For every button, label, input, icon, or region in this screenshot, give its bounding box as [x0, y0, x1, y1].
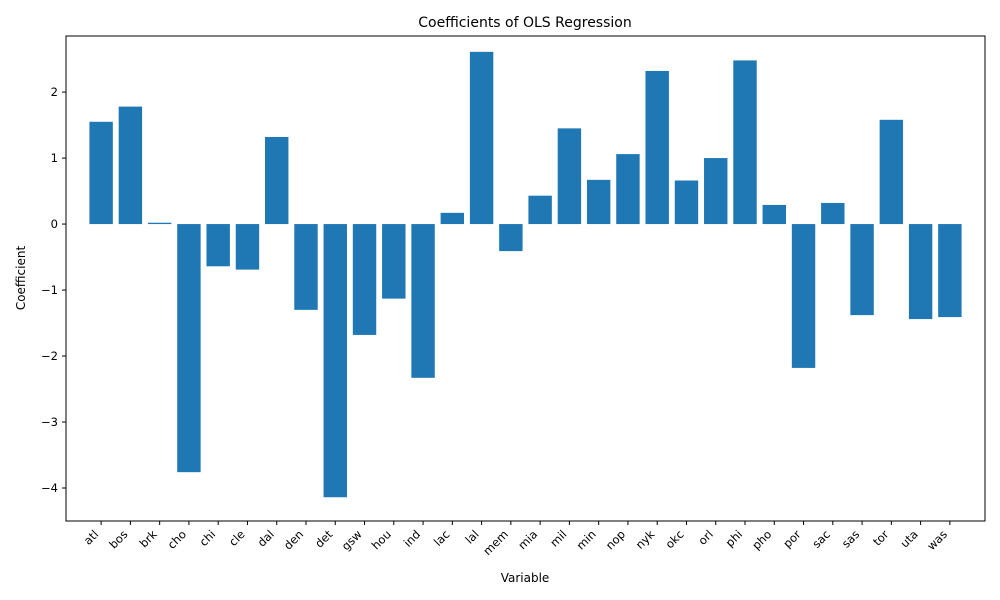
x-tick-label-cho: cho: [165, 527, 190, 552]
x-tick-label-ind: ind: [401, 527, 423, 549]
x-tick-label-nop: nop: [603, 527, 628, 552]
bar-por: [791, 224, 816, 368]
x-tick-label-gsw: gsw: [339, 527, 365, 553]
x-tick-label-mil: mil: [547, 527, 569, 549]
x-axis-ticks: atl bos brk cho chi cle dal den det gsw hou ind lac l…: [81, 521, 951, 558]
x-axis-label: Variable: [501, 571, 550, 585]
x-tick-label-okc: okc: [663, 527, 687, 551]
bar-cle: [235, 224, 260, 270]
bar-dal: [265, 136, 289, 225]
bar-brk: [147, 222, 172, 225]
x-tick-label-phi: phi: [723, 527, 745, 549]
bar-bos: [118, 106, 143, 225]
bar-ind: [411, 224, 435, 378]
x-tick-label-brk: brk: [137, 527, 160, 550]
x-tick-label-nyk: nyk: [633, 527, 658, 552]
bar-tor: [879, 119, 904, 225]
bars-group: [89, 51, 962, 498]
y-tick-label: −2: [41, 349, 58, 363]
x-tick-label-por: por: [780, 527, 804, 551]
y-axis-label: Coefficient: [14, 246, 28, 311]
bar-gsw: [352, 224, 377, 335]
bar-cho: [177, 224, 201, 473]
bar-was: [938, 224, 962, 318]
bar-den: [294, 224, 318, 310]
bar-nop: [616, 154, 640, 225]
y-tick-label: 1: [51, 151, 58, 165]
x-tick-label-cle: cle: [226, 527, 248, 549]
bar-atl: [89, 121, 113, 225]
x-tick-label-bos: bos: [106, 527, 130, 551]
x-tick-label-orl: orl: [695, 527, 715, 547]
bar-lal: [469, 51, 494, 225]
bar-min: [586, 179, 611, 225]
bar-phi: [733, 60, 757, 225]
bar-nyk: [645, 70, 669, 225]
x-tick-label-atl: atl: [81, 527, 101, 547]
bar-mia: [528, 195, 552, 225]
y-axis-ticks: −4 −3 −2 −1 0 1 2: [41, 85, 66, 495]
bar-lac: [440, 212, 465, 225]
bar-okc: [674, 180, 699, 225]
x-tick-label-uta: uta: [897, 527, 920, 550]
y-tick-label: −4: [41, 481, 58, 495]
bar-mil: [557, 128, 582, 225]
x-tick-label-tor: tor: [870, 527, 892, 549]
bar-hou: [382, 224, 406, 299]
bar-sac: [821, 202, 845, 225]
x-tick-label-sac: sac: [809, 527, 833, 551]
y-tick-label: −3: [41, 415, 58, 429]
x-tick-label-mem: mem: [480, 527, 511, 558]
x-tick-label-chi: chi: [197, 527, 219, 549]
bar-sas: [850, 224, 874, 316]
bar-orl: [704, 158, 728, 225]
x-tick-label-sas: sas: [839, 527, 862, 550]
chart-title: Coefficients of OLS Regression: [418, 15, 631, 31]
bar-uta: [908, 224, 933, 320]
plot-frame: [65, 35, 986, 522]
x-tick-label-lac: lac: [431, 527, 453, 549]
x-tick-label-hou: hou: [369, 527, 394, 552]
bar-mem: [499, 224, 523, 252]
bar-chi: [206, 224, 230, 267]
x-tick-label-lal: lal: [462, 527, 481, 546]
x-tick-label-dal: dal: [255, 527, 277, 549]
bar-pho: [762, 204, 786, 225]
x-tick-label-mia: mia: [515, 527, 540, 552]
x-tick-label-pho: pho: [749, 527, 774, 552]
x-tick-label-min: min: [574, 527, 599, 552]
x-tick-label-den: den: [281, 527, 306, 552]
bar-det: [323, 224, 347, 498]
x-tick-label-det: det: [312, 527, 336, 551]
y-tick-label: −1: [41, 283, 58, 297]
y-tick-label: 0: [51, 217, 58, 231]
x-tick-label-was: was: [924, 527, 950, 553]
y-tick-label: 2: [51, 85, 58, 99]
